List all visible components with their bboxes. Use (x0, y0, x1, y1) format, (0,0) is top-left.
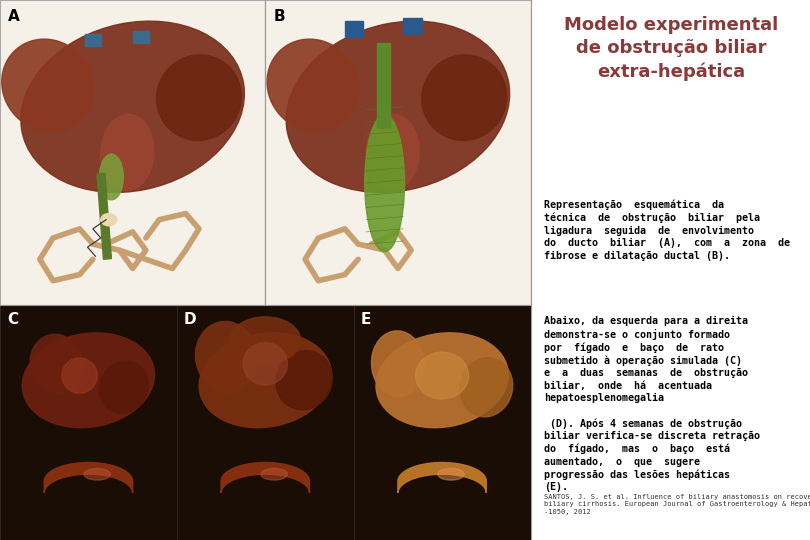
Ellipse shape (230, 317, 301, 364)
Text: (D). Após 4 semanas de obstrução
biliar verifica-se discreta retração
do  fígado: (D). Após 4 semanas de obstrução biliar … (544, 418, 760, 492)
Text: A: A (8, 9, 19, 24)
Ellipse shape (195, 321, 258, 392)
Text: C: C (7, 312, 18, 327)
Ellipse shape (422, 55, 506, 140)
Ellipse shape (156, 55, 241, 140)
Ellipse shape (100, 154, 123, 200)
Text: Abaixo, da esquerda para a direita
demonstra-se o conjunto formado
por  fígado  : Abaixo, da esquerda para a direita demon… (544, 316, 748, 403)
Polygon shape (398, 463, 486, 493)
Bar (403, 18, 422, 33)
Text: D: D (184, 312, 197, 327)
Ellipse shape (84, 468, 110, 480)
Ellipse shape (372, 331, 424, 397)
Bar (85, 33, 100, 46)
Ellipse shape (62, 358, 97, 393)
Ellipse shape (99, 361, 148, 414)
Polygon shape (221, 463, 309, 493)
Ellipse shape (2, 39, 94, 132)
Ellipse shape (243, 343, 288, 385)
Polygon shape (45, 463, 133, 493)
Ellipse shape (366, 114, 420, 191)
Ellipse shape (261, 468, 288, 480)
Text: E: E (360, 312, 371, 327)
Ellipse shape (23, 333, 155, 428)
Text: B: B (273, 9, 285, 24)
Text: SANTOS, J. S. et al. Influence of biliary anastomosis on recovery from secondary: SANTOS, J. S. et al. Influence of biliar… (544, 494, 810, 515)
Bar (133, 30, 148, 43)
Ellipse shape (416, 352, 469, 399)
Text: Modelo experimental
de obstrução biliar
extra-hepática: Modelo experimental de obstrução biliar … (565, 16, 778, 80)
Ellipse shape (286, 21, 509, 192)
Ellipse shape (100, 213, 117, 226)
Ellipse shape (267, 39, 359, 132)
Ellipse shape (376, 333, 508, 428)
Text: Representação  esquemática  da
técnica  de  obstrução  biliar  pela
ligadura  se: Representação esquemática da técnica de … (544, 200, 790, 261)
Bar (97, 173, 112, 259)
Ellipse shape (437, 468, 464, 480)
Ellipse shape (364, 114, 404, 252)
Ellipse shape (30, 334, 83, 393)
Bar (345, 22, 364, 37)
Ellipse shape (276, 350, 332, 410)
Ellipse shape (199, 333, 331, 428)
Bar (377, 43, 390, 128)
Ellipse shape (100, 114, 154, 191)
Ellipse shape (21, 21, 245, 192)
Ellipse shape (460, 358, 513, 417)
